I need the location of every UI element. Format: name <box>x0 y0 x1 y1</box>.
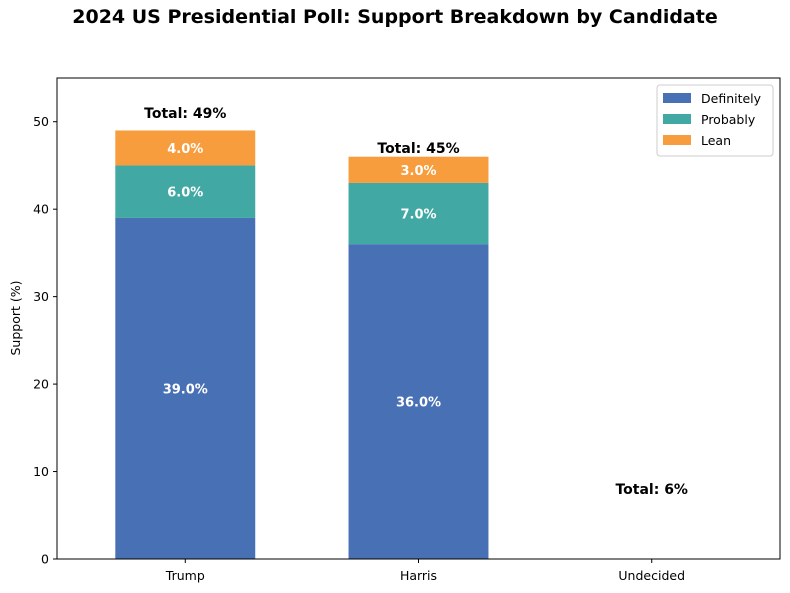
bar-segment-probably-trump <box>115 165 256 218</box>
bar-segment-probably-harris <box>348 182 489 245</box>
legend: Definitely Probably Lean <box>656 84 774 157</box>
legend-label: Definitely <box>701 91 762 106</box>
bar-segment-definitely-trump <box>115 217 256 559</box>
y-tick-label: 30 <box>33 289 49 304</box>
bar-segment-lean-trump <box>115 130 256 166</box>
legend-swatch <box>663 93 691 103</box>
axes-layer: 0 10 20 30 40 50 Trump Harris Undecided <box>33 114 685 583</box>
bar-segment-definitely-harris <box>348 244 489 559</box>
total-label: Total: 45% <box>377 141 459 157</box>
x-tick-label: Harris <box>400 568 437 583</box>
legend-swatch <box>663 114 691 124</box>
legend-label: Lean <box>701 133 731 148</box>
segment-label: 3.0% <box>400 164 436 179</box>
total-label: Total: 49% <box>144 106 226 122</box>
x-tick-label: Trump <box>165 568 205 583</box>
y-tick-label: 40 <box>33 202 49 217</box>
segment-label: 4.0% <box>167 142 203 157</box>
legend-swatch <box>663 135 691 145</box>
y-tick-label: 0 <box>41 552 49 567</box>
segment-label: 39.0% <box>163 382 208 397</box>
x-tick-label: Undecided <box>618 568 685 583</box>
y-tick-label: 10 <box>33 464 49 479</box>
labels-layer: 39.0% 6.0% 4.0% 36.0% 7.0% 3.0% Total: 49% Tota… <box>144 106 688 498</box>
segment-label: 7.0% <box>400 208 436 223</box>
y-axis-label: Support (%) <box>8 280 23 355</box>
bars-layer <box>115 130 489 559</box>
segment-label: 6.0% <box>167 186 203 201</box>
y-tick-label: 50 <box>33 114 49 129</box>
legend-label: Probably <box>701 112 756 127</box>
segment-label: 36.0% <box>396 396 441 411</box>
bar-segment-lean-harris <box>348 156 489 183</box>
chart-title: 2024 US Presidential Poll: Support Break… <box>72 6 718 28</box>
total-label: Total: 6% <box>615 482 688 498</box>
y-tick-label: 20 <box>33 377 49 392</box>
